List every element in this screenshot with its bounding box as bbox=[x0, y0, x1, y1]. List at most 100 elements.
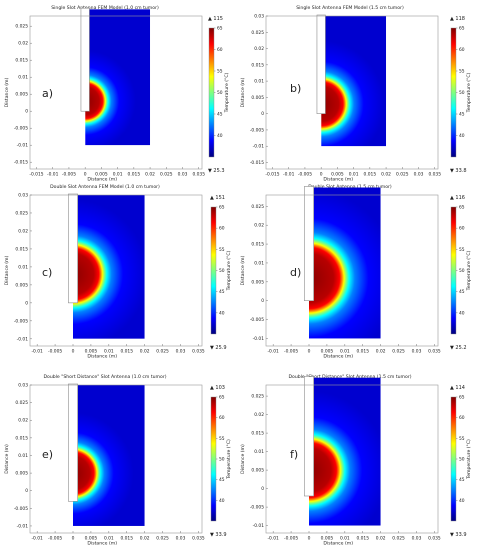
colorbar-gradient bbox=[210, 396, 217, 522]
x-tick-label: 0 bbox=[72, 349, 75, 355]
x-tick-label: 0.02 bbox=[140, 349, 150, 355]
colorbar-label: Temperature (°C) bbox=[466, 72, 472, 113]
x-tick-label: 0.02 bbox=[381, 172, 391, 178]
y-tick-label: 0.015 bbox=[251, 62, 264, 68]
x-axis-label: Distance (m) bbox=[323, 354, 353, 360]
x-axis-label: Distance (m) bbox=[87, 541, 117, 547]
panel-1: Single Slot Antenna FEM Model (1.0 cm tu… bbox=[4, 5, 230, 183]
y-tick-label: 0.03 bbox=[18, 383, 28, 389]
colorbar-gradient bbox=[450, 396, 457, 522]
x-tick-label: 0.035 bbox=[428, 349, 441, 355]
y-tick-label: 0.015 bbox=[15, 435, 28, 441]
temperature-field bbox=[85, 9, 151, 146]
y-axis-label: Distance (m) bbox=[240, 444, 246, 474]
colorbar-tick-label: 50 bbox=[217, 90, 223, 96]
x-tick-label: 0.02 bbox=[145, 172, 155, 178]
colorbar-tick-label: 45 bbox=[459, 289, 465, 295]
y-tick-label: 0.03 bbox=[18, 193, 28, 199]
y-tick-label: 0.005 bbox=[251, 468, 264, 474]
panel-title: Double "Short Distance" Slot Antenna (1.… bbox=[288, 374, 411, 380]
colorbar-tick-label: 60 bbox=[219, 415, 225, 421]
x-tick-label: 0.035 bbox=[428, 172, 441, 178]
x-tick-label: -0.01 bbox=[31, 536, 43, 542]
x-tick-label: 0.035 bbox=[192, 172, 205, 178]
colorbar: 40 45 50 55 60 65 Temperature (°C) ▲ 116 ▼ 25.2 bbox=[450, 195, 472, 351]
y-tick-label: -0.015 bbox=[14, 160, 28, 166]
x-tick-label: 0.02 bbox=[376, 349, 386, 355]
panel-letter: b) bbox=[290, 82, 301, 95]
antenna-shape bbox=[304, 186, 314, 301]
y-tick-label: 0.01 bbox=[18, 264, 28, 270]
colorbar-tick-label: 40 bbox=[217, 133, 223, 139]
y-tick-label: -0.01 bbox=[17, 523, 29, 529]
x-tick-label: 0.03 bbox=[178, 172, 188, 178]
temperature-field bbox=[321, 16, 387, 147]
y-tick-label: 0.025 bbox=[251, 30, 264, 36]
colorbar-gradient bbox=[450, 27, 457, 158]
y-tick-label: 0.025 bbox=[251, 394, 264, 400]
panel-title: Double "Short Distance" Slot Antenna (1.… bbox=[43, 374, 166, 380]
antenna-shape bbox=[80, 7, 90, 112]
y-tick-label: -0.01 bbox=[17, 143, 29, 149]
colorbar-tick-label: 45 bbox=[219, 289, 225, 295]
colorbar-tick-label: 55 bbox=[217, 69, 223, 75]
y-axis-label: Distance (m) bbox=[4, 77, 10, 107]
x-tick-label: -0.01 bbox=[283, 172, 295, 178]
y-tick-label: 0 bbox=[261, 298, 264, 304]
y-tick-label: 0 bbox=[261, 111, 264, 117]
x-tick-label: -0.01 bbox=[47, 172, 59, 178]
x-tick-label: 0.015 bbox=[120, 536, 133, 542]
x-tick-label: 0.01 bbox=[340, 536, 350, 542]
colorbar-min-label: ▼ 25.3 bbox=[208, 168, 225, 174]
x-tick-label: 0.03 bbox=[414, 172, 424, 178]
panel-letter: e) bbox=[42, 448, 53, 461]
y-tick-label: 0.01 bbox=[254, 449, 264, 455]
x-tick-label: 0.035 bbox=[428, 536, 441, 542]
x-tick-label: 0.03 bbox=[176, 349, 186, 355]
x-tick-label: 0.015 bbox=[128, 172, 141, 178]
x-tick-label: 0.015 bbox=[356, 349, 369, 355]
y-tick-label: 0.015 bbox=[15, 246, 28, 252]
y-axis-label: Distance (m) bbox=[4, 444, 10, 474]
x-tick-label: 0.015 bbox=[120, 349, 133, 355]
axes-frame bbox=[29, 194, 203, 347]
x-tick-label: 0.01 bbox=[349, 172, 359, 178]
y-tick-label: 0 bbox=[25, 109, 28, 115]
x-tick-label: 0.005 bbox=[321, 536, 334, 542]
y-tick-label: 0.015 bbox=[15, 58, 28, 64]
x-tick-label: 0.01 bbox=[113, 172, 123, 178]
colorbar-tick-label: 65 bbox=[217, 26, 223, 32]
x-tick-label: 0 bbox=[72, 536, 75, 542]
colorbar-tick-label: 55 bbox=[459, 247, 465, 253]
colorbar-min-label: ▼ 33.8 bbox=[450, 168, 467, 174]
y-tick-label: 0.01 bbox=[254, 79, 264, 85]
colorbar-tick-label: 55 bbox=[219, 436, 225, 442]
x-tick-label: 0.025 bbox=[392, 536, 405, 542]
x-tick-label: 0.01 bbox=[104, 536, 114, 542]
axes-frame bbox=[265, 384, 439, 534]
x-tick-label: 0.035 bbox=[192, 536, 205, 542]
colorbar-tick-label: 60 bbox=[219, 226, 225, 232]
x-tick-label: -0.01 bbox=[267, 536, 279, 542]
colorbar: 40 45 50 55 60 65 Temperature (°C) ▲ 103 ▼ 33.9 bbox=[210, 385, 232, 538]
colorbar-tick-label: 40 bbox=[459, 498, 465, 504]
colorbar: 40 45 50 55 60 65 Temperature (°C) ▲ 114 ▼ 33.9 bbox=[450, 385, 472, 538]
axes-frame bbox=[29, 15, 203, 170]
x-tick-label: 0 bbox=[308, 536, 311, 542]
y-tick-label: 0.015 bbox=[251, 431, 264, 437]
y-tick-label: 0.02 bbox=[18, 418, 28, 424]
y-tick-label: 0 bbox=[25, 300, 28, 306]
y-tick-label: 0.02 bbox=[18, 228, 28, 234]
x-tick-label: -0.005 bbox=[284, 536, 298, 542]
x-tick-label: -0.005 bbox=[62, 172, 76, 178]
colorbar-tick-label: 50 bbox=[459, 90, 465, 96]
y-tick-label: -0.005 bbox=[250, 317, 264, 323]
panel-title: Single Slot Antenna FEM Model (1.5 cm tu… bbox=[296, 5, 404, 11]
y-tick-label: 0.005 bbox=[251, 95, 264, 101]
colorbar-tick-label: 65 bbox=[219, 205, 225, 211]
y-tick-label: 0.01 bbox=[18, 453, 28, 459]
y-tick-label: 0.02 bbox=[254, 46, 264, 52]
panel-4: Double Slot Antenna (1.5 cm tumor)-0.01-… bbox=[240, 184, 472, 360]
colorbar-tick-label: 50 bbox=[459, 268, 465, 274]
temperature-field bbox=[73, 385, 145, 526]
